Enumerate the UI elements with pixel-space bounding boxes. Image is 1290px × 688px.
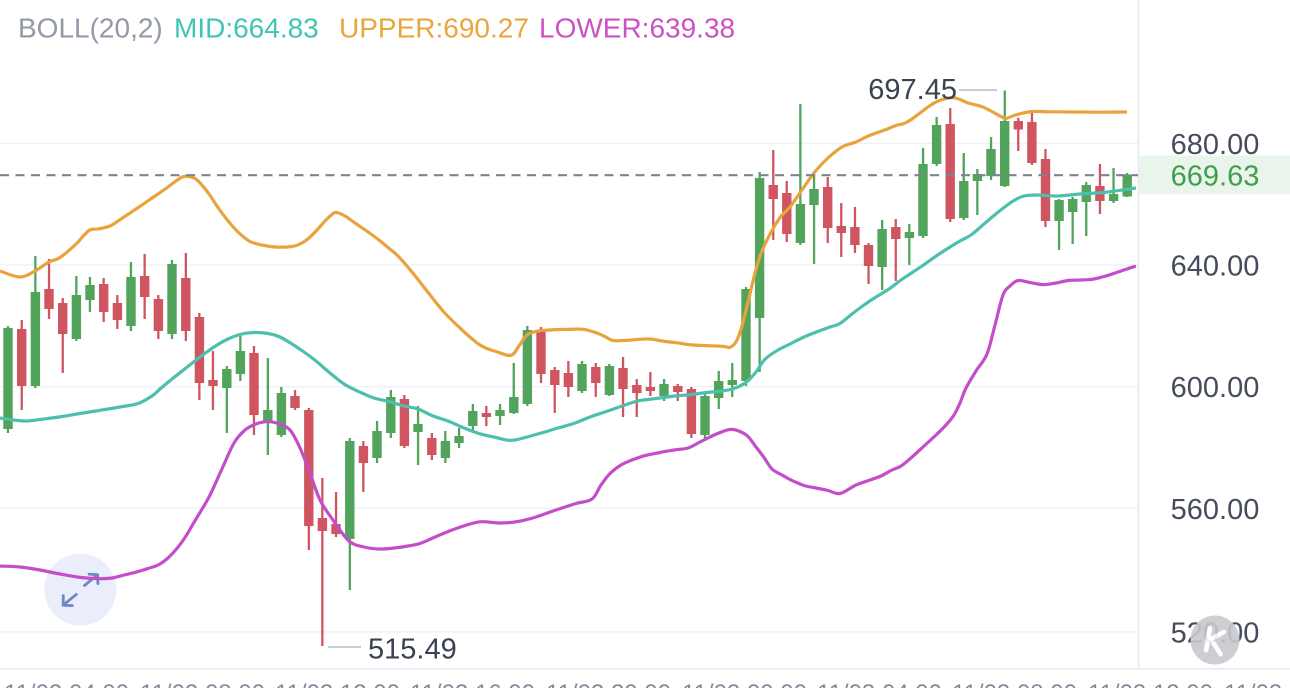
svg-text:11/02 08:00: 11/02 08:00 [140,680,265,688]
svg-text:515.49: 515.49 [368,634,457,666]
svg-text:560.00: 560.00 [1171,494,1260,526]
svg-text:LOWER:639.38: LOWER:639.38 [539,13,735,44]
svg-text:11/02 20:00: 11/02 20:00 [546,680,671,688]
svg-text:UPPER:690.27: UPPER:690.27 [339,13,529,44]
svg-text:11/02 04:00: 11/02 04:00 [4,680,129,688]
svg-text:MID:664.83: MID:664.83 [174,13,319,44]
svg-text:11/02 16:00: 11/02 16:00 [410,680,535,688]
svg-text:697.45: 697.45 [868,74,957,106]
svg-text:11/02 12:00: 11/02 12:00 [275,680,400,688]
svg-text:11/03 12:00: 11/03 12:00 [1088,680,1213,688]
svg-text:11/03 00:00: 11/03 00:00 [682,680,807,688]
svg-text:11/03 16:00: 11/03 16:00 [1224,680,1290,688]
svg-text:11/03 08:00: 11/03 08:00 [952,680,1077,688]
svg-text:600.00: 600.00 [1171,372,1260,404]
svg-text:669.63: 669.63 [1171,161,1260,193]
svg-text:11/03 04:00: 11/03 04:00 [817,680,942,688]
svg-text:BOLL(20,2): BOLL(20,2) [18,13,163,44]
svg-text:640.00: 640.00 [1171,251,1260,283]
